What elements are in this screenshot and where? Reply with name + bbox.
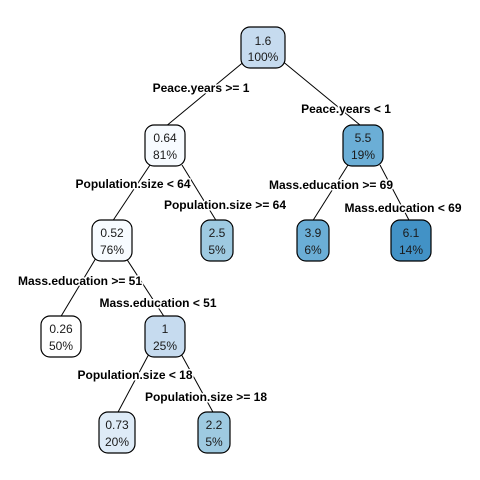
edge-n052-right: [125, 257, 166, 319]
split-label-peace-lt1: Peace.years < 1: [301, 102, 391, 116]
edge-root-right: [280, 59, 361, 126]
tree-node-n064: 0.64 81%: [144, 124, 186, 167]
node-percent: 6%: [304, 243, 322, 257]
split-label-pop-ge64: Population.size >= 64: [164, 198, 286, 212]
node-percent: 76%: [100, 243, 124, 257]
split-label-mass-lt51: Mass.education < 51: [99, 296, 216, 310]
node-percent: 19%: [351, 148, 375, 162]
node-value: 0.26: [49, 322, 73, 336]
node-percent: 81%: [153, 148, 177, 162]
node-value: 0.73: [105, 418, 129, 432]
edge-n1-left: [116, 351, 151, 415]
node-box: [390, 219, 432, 262]
edge-root-left: [164, 59, 247, 128]
tree-node-n22: 2.2 5%: [197, 411, 231, 454]
node-value: 5.5: [355, 131, 372, 145]
node-box: [98, 411, 136, 454]
node-value: 0.64: [153, 131, 177, 145]
edge-n55-left: [311, 164, 349, 223]
node-percent: 25%: [153, 339, 177, 353]
split-label-mass-ge51: Mass.education >= 51: [18, 274, 142, 288]
tree-node-n39: 3.9 6%: [296, 219, 330, 262]
split-label-pop-lt64: Population.size < 64: [75, 177, 190, 191]
node-box: [296, 219, 330, 262]
split-label-mass-ge69: Mass.education >= 69: [269, 178, 393, 192]
node-box: [91, 219, 133, 262]
node-percent: 100%: [248, 50, 279, 64]
node-box: [144, 315, 186, 358]
tree-node-n61: 6.1 14%: [390, 219, 432, 262]
node-percent: 50%: [49, 339, 73, 353]
node-box: [200, 219, 234, 262]
node-percent: 14%: [399, 243, 423, 257]
node-box: [197, 411, 231, 454]
edge-n064-right: [181, 164, 218, 223]
node-value: 2.5: [209, 226, 226, 240]
node-box: [342, 124, 384, 167]
tree-edges: [59, 59, 411, 415]
tree-node-n25: 2.5 5%: [200, 219, 234, 262]
tree-node-n55: 5.5 19%: [342, 124, 384, 167]
node-box: [144, 124, 186, 167]
node-value: 0.52: [100, 226, 124, 240]
node-box: [240, 26, 286, 69]
node-value: 6.1: [403, 226, 420, 240]
tree-node-n052: 0.52 76%: [91, 219, 133, 262]
node-percent: 5%: [208, 243, 226, 257]
split-label-peace-ge1: Peace.years >= 1: [153, 81, 250, 95]
node-value: 1.6: [255, 34, 272, 48]
split-labels: Peace.years >= 1 Peace.years < 1 Populat…: [16, 80, 463, 406]
edge-n1-right: [179, 351, 215, 415]
tree-node-root: 1.6 100%: [240, 26, 286, 69]
node-box: [40, 315, 82, 358]
node-percent: 5%: [205, 435, 223, 449]
edge-n052-left: [59, 257, 97, 319]
node-value: 3.9: [305, 226, 322, 240]
node-value: 1: [162, 322, 169, 336]
split-label-mass-lt69: Mass.education < 69: [344, 201, 461, 215]
edge-n55-right: [379, 164, 411, 223]
tree-node-n026: 0.26 50%: [40, 315, 82, 358]
node-value: 2.2: [206, 418, 223, 432]
split-label-pop-ge18: Population.size >= 18: [145, 390, 267, 404]
tree-node-n1: 1 25%: [144, 315, 186, 358]
node-percent: 20%: [105, 435, 129, 449]
split-label-pop-lt18: Population.size < 18: [77, 368, 192, 382]
edge-n064-left: [111, 164, 151, 223]
tree-node-n073: 0.73 20%: [98, 411, 136, 454]
